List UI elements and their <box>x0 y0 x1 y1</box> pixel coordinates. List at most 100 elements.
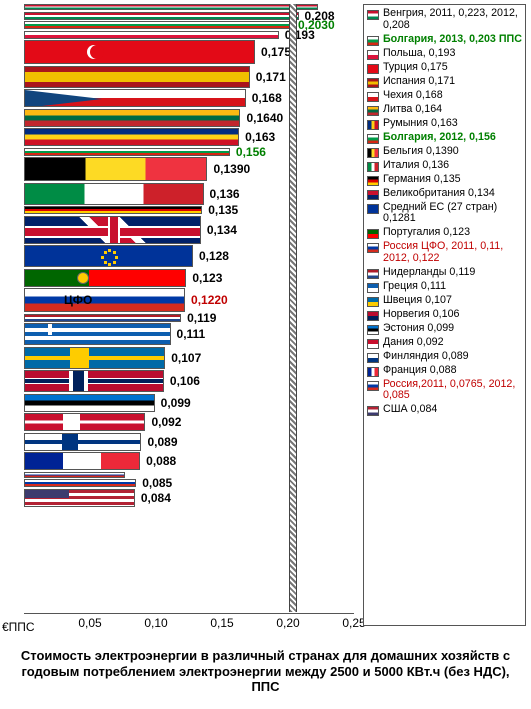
bar <box>24 4 318 10</box>
legend-label: Болгария, 2012, 0,156 <box>383 132 522 144</box>
legend-swatch <box>367 162 379 172</box>
legend-swatch <box>367 269 379 279</box>
legend-label: Норвегия 0,106 <box>383 309 522 321</box>
bar <box>24 323 171 345</box>
legend-item: Португалия 0,123 <box>367 227 522 239</box>
bar-row: 0,171 <box>24 66 354 88</box>
legend-label: Литва 0,164 <box>383 104 522 116</box>
legend-item: Финляндия 0,089 <box>367 351 522 363</box>
bar <box>24 216 201 244</box>
legend-item: Германия 0,135 <box>367 174 522 186</box>
legend-label: Венгрия, 2011, 0,223, 2012, 0,208 <box>383 8 522 32</box>
bar <box>24 314 181 322</box>
x-axis <box>24 613 354 614</box>
legend-item: Великобритания 0,134 <box>367 188 522 200</box>
legend-label: Болгария, 2013, 0,203 ППС <box>383 34 522 46</box>
legend-label: Эстония 0,099 <box>383 323 522 335</box>
legend-item: Средний ЕС (27 стран) 0,1281 <box>367 202 522 226</box>
bar-row: 0,088 <box>24 452 354 470</box>
bar-row: 0,136 <box>24 183 354 205</box>
legend-swatch <box>367 190 379 200</box>
bar-value-label: 0,111 <box>177 327 206 341</box>
legend-label: Дания 0,092 <box>383 337 522 349</box>
legend-swatch <box>367 10 379 20</box>
legend-swatch <box>367 92 379 102</box>
legend-item: Литва 0,164 <box>367 104 522 116</box>
bar <box>24 128 239 146</box>
x-tick: 0,15 <box>210 616 233 630</box>
bar-row: 0,1640 <box>24 109 354 127</box>
legend-label: Великобритания 0,134 <box>383 188 522 200</box>
legend-item: Испания 0,171 <box>367 76 522 88</box>
bar-row: 0,156 <box>24 148 354 156</box>
bar <box>24 452 140 470</box>
bar-value-label: 0,175 <box>261 45 291 59</box>
legend-label: Россия,2011, 0,0765, 2012, 0,085 <box>383 379 522 403</box>
legend-swatch <box>367 339 379 349</box>
bar-row: 0,168 <box>24 89 354 107</box>
legend-item: Франция 0,088 <box>367 365 522 377</box>
legend-swatch <box>367 36 379 46</box>
bar-value-label: 0,106 <box>170 374 200 388</box>
legend-item: Румыния 0,163 <box>367 118 522 130</box>
bar <box>24 479 136 487</box>
bar-row: 0,089 <box>24 433 354 451</box>
bar <box>24 245 193 267</box>
legend: Венгрия, 2011, 0,223, 2012, 0,208 Болгари… <box>363 4 526 626</box>
legend-label: Финляндия 0,089 <box>383 351 522 363</box>
bar-row: 0,123 <box>24 269 354 287</box>
bar <box>24 347 165 369</box>
bar <box>24 206 202 214</box>
legend-item: Дания 0,092 <box>367 337 522 349</box>
bar-value-label: 0,163 <box>245 130 275 144</box>
bar-row: 0,092 <box>24 413 354 431</box>
legend-swatch <box>367 78 379 88</box>
legend-label: Германия 0,135 <box>383 174 522 186</box>
legend-item: Чехия 0,168 <box>367 90 522 102</box>
bar-value-label: 0,134 <box>207 223 237 237</box>
legend-item: Россия ЦФО, 2011, 0,11, 2012, 0,122 <box>367 241 522 265</box>
bar-row: 0,119 <box>24 314 354 322</box>
legend-label: Испания 0,171 <box>383 76 522 88</box>
legend-swatch <box>367 283 379 293</box>
chart-caption: Стоимость электроэнергии в различный стр… <box>0 648 531 695</box>
legend-item: Болгария, 2013, 0,203 ППС <box>367 34 522 46</box>
legend-swatch <box>367 367 379 377</box>
bar <box>24 183 204 205</box>
bar-row: 0,128 <box>24 245 354 267</box>
legend-swatch <box>367 243 379 253</box>
bar-value-label: 0,1640 <box>246 111 283 125</box>
bar <box>24 89 246 107</box>
bar <box>24 109 240 127</box>
bar-row: 0,106 <box>24 370 354 392</box>
reference-line <box>289 4 297 612</box>
bar-value-label: 0,084 <box>141 491 171 505</box>
legend-label: Греция 0,111 <box>383 281 522 293</box>
bar-value-label: 0,168 <box>252 91 282 105</box>
legend-swatch <box>367 134 379 144</box>
legend-swatch <box>367 229 379 239</box>
legend-swatch <box>367 64 379 74</box>
legend-swatch <box>367 176 379 186</box>
legend-swatch <box>367 204 379 214</box>
legend-item: Бельгия 0,1390 <box>367 146 522 158</box>
bar <box>24 40 255 64</box>
bar-row: 0,134 <box>24 216 354 244</box>
legend-item: Норвегия 0,106 <box>367 309 522 321</box>
legend-swatch <box>367 50 379 60</box>
bar-value-label: 0,089 <box>147 435 177 449</box>
legend-swatch <box>367 106 379 116</box>
bar <box>24 157 207 181</box>
bar <box>24 12 299 20</box>
bar-row: 0,175 <box>24 40 354 64</box>
legend-label: Россия ЦФО, 2011, 0,11, 2012, 0,122 <box>383 241 522 265</box>
legend-label: Нидерланды 0,119 <box>383 267 522 279</box>
legend-label: Чехия 0,168 <box>383 90 522 102</box>
bar-extra-label: ЦФО <box>64 293 92 307</box>
legend-swatch <box>367 353 379 363</box>
legend-swatch <box>367 148 379 158</box>
legend-item: США 0,084 <box>367 404 522 416</box>
legend-swatch <box>367 381 379 391</box>
legend-item: Польша, 0,193 <box>367 48 522 60</box>
bar-value-label: 0,1220 <box>191 293 228 307</box>
